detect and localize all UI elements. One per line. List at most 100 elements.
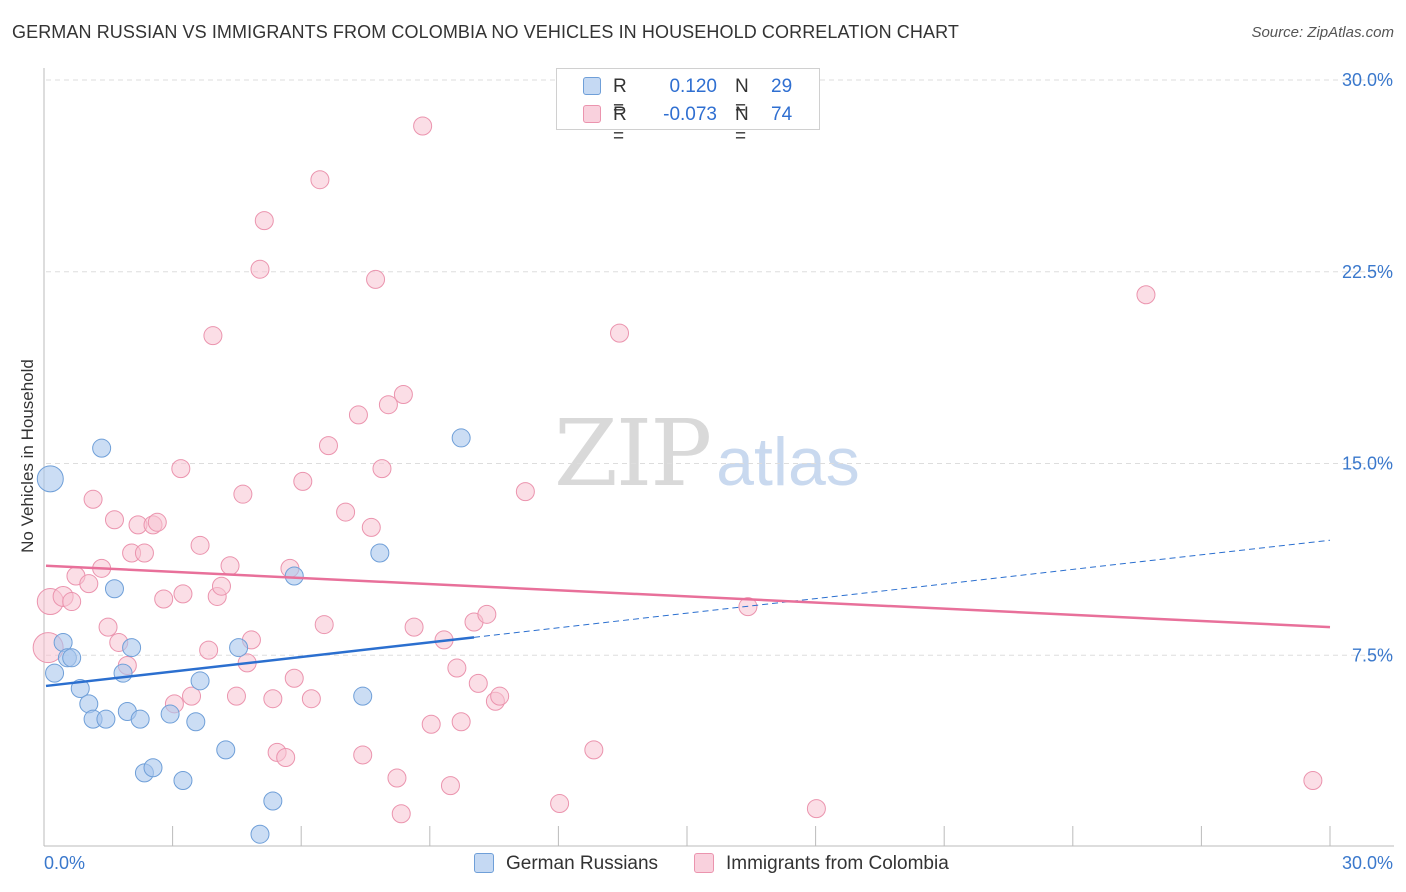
- data-point-colombia: [336, 502, 356, 522]
- data-point-colombia: [1303, 771, 1323, 791]
- x-tick-label: 30.0%: [1342, 853, 1393, 873]
- data-point-colombia: [293, 471, 313, 491]
- chart-title: GERMAN RUSSIAN VS IMMIGRANTS FROM COLOMB…: [12, 22, 959, 42]
- r-value: 0.120: [669, 76, 717, 97]
- trend-line-colombia: [45, 564, 1331, 629]
- legend-swatch-german-russians: [474, 853, 494, 873]
- data-point-colombia: [147, 512, 167, 532]
- data-point-colombia: [440, 776, 460, 796]
- data-point-colombia: [199, 640, 219, 660]
- data-point-colombia: [353, 745, 373, 765]
- y-tick-label: 22.5%: [1342, 262, 1393, 282]
- data-point-colombia: [447, 658, 467, 678]
- data-point-colombia: [154, 589, 174, 609]
- data-point-german-russians: [190, 671, 210, 691]
- n-label: N =: [735, 76, 749, 119]
- data-point-german-russians: [250, 824, 270, 844]
- data-point-german-russians: [122, 638, 142, 658]
- n-label: N =: [735, 104, 749, 147]
- data-point-colombia: [451, 712, 471, 732]
- data-point-colombia: [104, 510, 124, 530]
- data-point-german-russians: [45, 663, 65, 683]
- n-value: 29: [771, 76, 793, 97]
- data-point-colombia: [393, 384, 413, 404]
- r-value: -0.073: [663, 104, 717, 125]
- legend-label-immigrants-from-colombia: Immigrants from Colombia: [726, 853, 949, 874]
- data-point-german-russians: [104, 579, 124, 599]
- data-point-colombia: [263, 689, 283, 709]
- data-point-colombia: [468, 673, 488, 693]
- data-point-german-russians: [451, 428, 471, 448]
- data-point-colombia: [806, 799, 826, 819]
- trend-line-german-russians-extrapolated: [473, 539, 1331, 638]
- data-point-colombia: [233, 484, 253, 504]
- data-point-colombia: [477, 604, 497, 624]
- data-point-colombia: [276, 748, 296, 768]
- series-immigrants-from-colombia: [32, 116, 1323, 824]
- data-point-colombia: [190, 535, 210, 555]
- grid: [46, 79, 1394, 656]
- source-credit: Source: ZipAtlas.com: [1251, 24, 1394, 41]
- data-point-colombia: [284, 668, 304, 688]
- data-point-colombia: [310, 170, 330, 190]
- data-point-german-russians: [353, 686, 373, 706]
- data-point-colombia: [134, 543, 154, 563]
- data-point-colombia: [182, 686, 202, 706]
- data-point-colombia: [348, 405, 368, 425]
- data-point-german-russians: [96, 709, 116, 729]
- data-point-colombia: [318, 436, 338, 456]
- data-point-colombia: [79, 574, 99, 594]
- data-point-colombia: [584, 740, 604, 760]
- data-point-colombia: [413, 116, 433, 136]
- data-point-colombia: [250, 259, 270, 279]
- data-point-colombia: [421, 714, 441, 734]
- data-point-colombia: [98, 617, 118, 637]
- german-russians-swatch: [583, 77, 601, 95]
- data-point-colombia: [490, 686, 510, 706]
- y-tick-label: 15.0%: [1342, 454, 1393, 474]
- data-point-colombia: [610, 323, 630, 343]
- data-point-colombia: [211, 576, 231, 596]
- data-point-colombia: [226, 686, 246, 706]
- trend-line-german-russians: [45, 636, 475, 688]
- n-value: 74: [771, 104, 793, 125]
- data-point-colombia: [361, 517, 381, 537]
- data-point-colombia: [391, 804, 411, 824]
- legend-label-german-russians: German Russians: [506, 853, 659, 874]
- data-point-colombia: [1136, 285, 1156, 305]
- data-point-german-russians: [186, 712, 206, 732]
- axes: [43, 68, 1394, 847]
- stats-legend: R = 0.120 N = 29 R = -0.073 N = 74: [556, 68, 820, 147]
- data-point-colombia: [366, 269, 386, 289]
- data-point-german-russians: [216, 740, 236, 760]
- data-point-colombia: [550, 794, 570, 814]
- r-label: R =: [613, 76, 627, 119]
- data-point-german-russians: [263, 791, 283, 811]
- data-point-german-russians: [370, 543, 390, 563]
- r-label: R =: [613, 104, 627, 147]
- data-point-german-russians: [143, 758, 163, 778]
- data-point-colombia: [515, 482, 535, 502]
- data-point-german-russians: [173, 771, 193, 791]
- colombia-swatch: [583, 105, 601, 123]
- data-point-colombia: [171, 459, 191, 479]
- x-tick-label: 0.0%: [44, 853, 85, 873]
- tick-labels: 7.5% 15.0% 22.5% 30.0% 0.0% 30.0%: [44, 70, 1393, 873]
- data-point-colombia: [203, 326, 223, 346]
- y-tick-label: 30.0%: [1342, 70, 1393, 90]
- data-point-colombia: [301, 689, 321, 709]
- data-point-german-russians: [70, 678, 90, 698]
- legend-swatch-colombia: [694, 853, 714, 873]
- data-point-german-russians: [284, 566, 304, 586]
- data-point-german-russians: [36, 465, 64, 493]
- data-point-colombia: [62, 592, 82, 612]
- data-point-german-russians: [229, 638, 249, 658]
- trend-lines: [45, 539, 1331, 688]
- data-point-colombia: [378, 395, 398, 415]
- data-point-colombia: [254, 211, 274, 231]
- data-point-german-russians: [130, 709, 150, 729]
- data-point-colombia: [220, 556, 240, 576]
- data-point-colombia: [387, 768, 407, 788]
- data-point-colombia: [372, 459, 392, 479]
